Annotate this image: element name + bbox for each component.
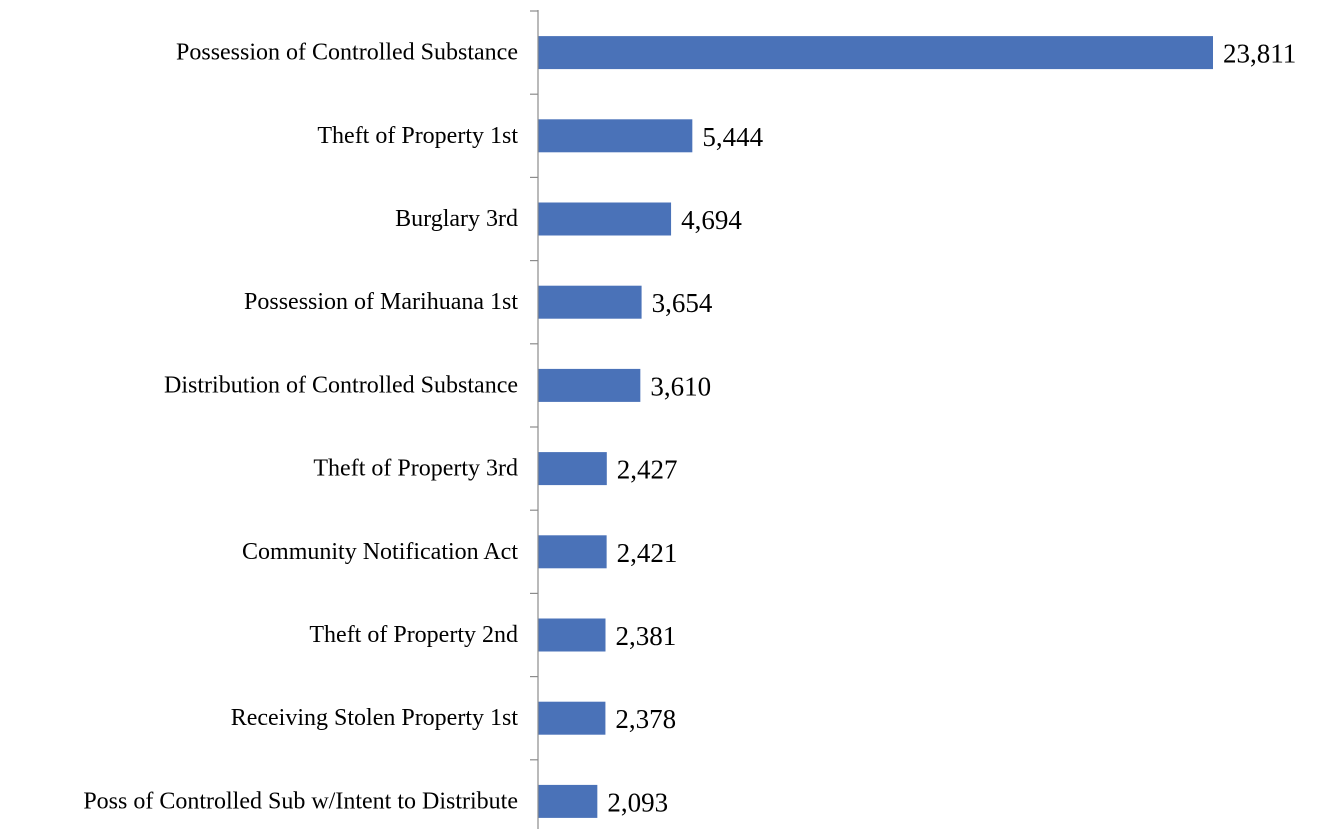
data-label: 4,694 <box>681 205 742 235</box>
category-label: Receiving Stolen Property 1st <box>231 705 519 731</box>
category-label: Possession of Controlled Substance <box>176 40 518 66</box>
bar <box>538 784 598 818</box>
bar <box>538 202 672 236</box>
category-label: Possession of Marihuana 1st <box>244 289 518 315</box>
category-label: Distribution of Controlled Substance <box>164 372 518 398</box>
data-label: 2,421 <box>617 538 678 568</box>
category-label: Theft of Property 2nd <box>309 622 518 648</box>
bars <box>538 36 1213 818</box>
category-label: Burglary 3rd <box>395 206 518 232</box>
category-label: Community Notification Act <box>242 539 518 565</box>
bar <box>538 119 693 153</box>
bar <box>538 618 606 652</box>
data-label: 3,654 <box>652 288 713 318</box>
bar <box>538 36 1213 70</box>
data-label: 2,378 <box>615 704 676 734</box>
value-labels: 23,811 5,444 4,694 3,654 3,610 2,427 2,421 2,38… <box>607 39 1296 818</box>
data-label: 23,811 <box>1223 39 1296 69</box>
category-label: Poss of Controlled Sub w/Intent to Distr… <box>83 788 518 814</box>
category-label: Theft of Property 3rd <box>313 456 518 482</box>
data-label: 3,610 <box>650 371 711 401</box>
data-label: 2,381 <box>615 621 676 651</box>
data-label: 2,427 <box>617 455 678 485</box>
bar <box>538 452 607 486</box>
bar <box>538 368 641 402</box>
axis-ticks <box>530 10 538 761</box>
bar <box>538 285 642 319</box>
data-label: 5,444 <box>702 122 763 152</box>
category-label: Theft of Property 1st <box>317 123 518 149</box>
category-labels: Possession of Controlled Substance Theft … <box>83 40 518 815</box>
bar <box>538 535 607 569</box>
bar <box>538 701 606 735</box>
data-label: 2,093 <box>607 787 668 817</box>
